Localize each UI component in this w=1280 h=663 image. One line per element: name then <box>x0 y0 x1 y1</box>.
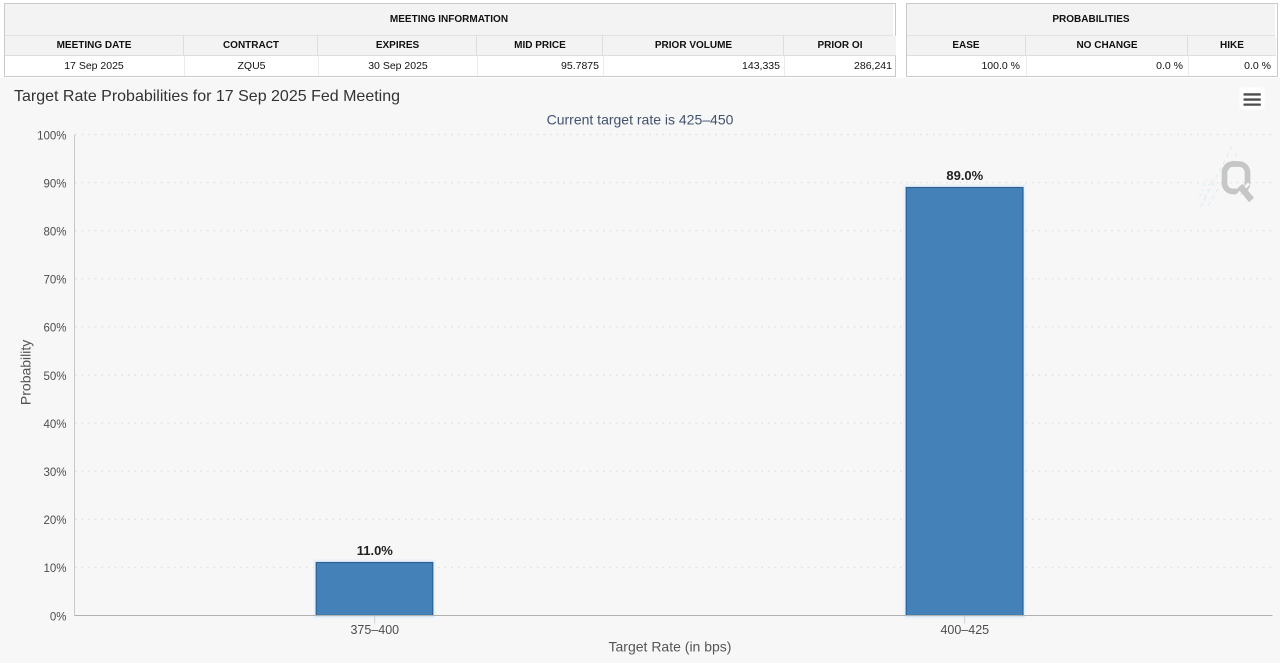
svg-text:80%: 80% <box>43 227 66 239</box>
svg-text:40%: 40% <box>43 419 66 431</box>
svg-text:50%: 50% <box>43 371 66 383</box>
svg-text:89.0%: 89.0% <box>946 168 983 183</box>
svg-text:10%: 10% <box>43 563 66 575</box>
svg-text:30%: 30% <box>43 467 66 479</box>
svg-text:20%: 20% <box>43 515 66 527</box>
svg-text:375–400: 375–400 <box>350 623 399 637</box>
svg-text:Target Rate (in bps): Target Rate (in bps) <box>609 639 732 655</box>
svg-text:Probability: Probability <box>18 340 34 405</box>
svg-text:11.0%: 11.0% <box>357 543 394 558</box>
svg-text:Current target rate is 425–450: Current target rate is 425–450 <box>547 112 734 128</box>
svg-text:0%: 0% <box>50 611 67 623</box>
svg-text:100%: 100% <box>37 130 66 142</box>
svg-text:70%: 70% <box>43 275 66 287</box>
svg-text:60%: 60% <box>43 323 66 335</box>
svg-text:Target Rate Probabilities for: Target Rate Probabilities for 17 Sep 202… <box>14 88 400 105</box>
svg-text:90%: 90% <box>43 178 66 190</box>
svg-text:400–425: 400–425 <box>940 623 989 637</box>
